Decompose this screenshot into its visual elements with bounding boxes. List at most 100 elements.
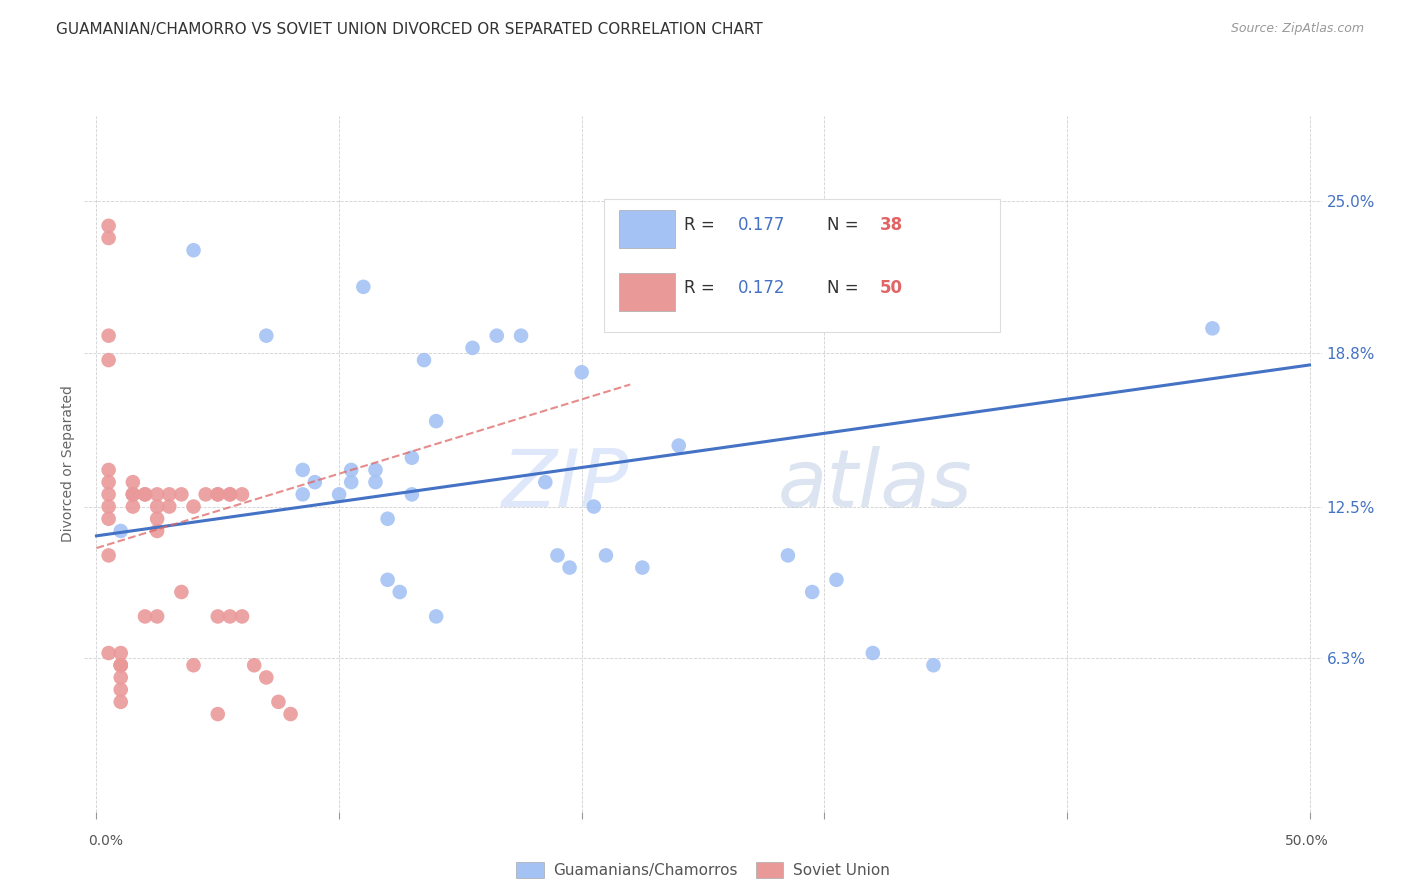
Point bbox=[97, 549, 120, 563]
Point bbox=[291, 463, 314, 477]
Point bbox=[280, 707, 302, 722]
Point bbox=[207, 487, 229, 501]
Point bbox=[219, 609, 242, 624]
Point bbox=[97, 500, 120, 514]
Point bbox=[219, 487, 242, 501]
Bar bbox=[619, 273, 675, 310]
Y-axis label: Divorced or Separated: Divorced or Separated bbox=[62, 385, 76, 542]
Point bbox=[157, 500, 180, 514]
Text: R =: R = bbox=[685, 216, 720, 235]
Point bbox=[510, 328, 533, 343]
Point bbox=[461, 341, 484, 355]
Text: 0.172: 0.172 bbox=[738, 279, 785, 297]
Point bbox=[571, 365, 593, 379]
Point bbox=[425, 609, 447, 624]
Text: 50: 50 bbox=[880, 279, 903, 297]
Point bbox=[862, 646, 884, 660]
Bar bbox=[619, 210, 675, 248]
Point bbox=[146, 487, 169, 501]
Point bbox=[254, 328, 277, 343]
Point bbox=[413, 353, 436, 368]
Point bbox=[97, 328, 120, 343]
Point bbox=[1201, 321, 1223, 335]
Point bbox=[401, 487, 423, 501]
Point bbox=[146, 512, 169, 526]
Point bbox=[231, 487, 253, 501]
Point bbox=[267, 695, 290, 709]
Point bbox=[207, 609, 229, 624]
Point bbox=[340, 463, 363, 477]
Point bbox=[110, 682, 132, 697]
Point bbox=[546, 549, 568, 563]
Point bbox=[595, 549, 617, 563]
Point bbox=[194, 487, 217, 501]
Point bbox=[825, 573, 848, 587]
Point bbox=[170, 585, 193, 599]
Point bbox=[122, 475, 145, 490]
Point bbox=[97, 353, 120, 368]
Point bbox=[97, 487, 120, 501]
Point bbox=[122, 487, 145, 501]
Point bbox=[122, 487, 145, 501]
Point bbox=[146, 609, 169, 624]
Point bbox=[183, 500, 205, 514]
Point bbox=[97, 512, 120, 526]
Point bbox=[110, 646, 132, 660]
Point bbox=[776, 549, 799, 563]
Point bbox=[110, 695, 132, 709]
Point bbox=[922, 658, 945, 673]
Point bbox=[97, 646, 120, 660]
Point bbox=[291, 487, 314, 501]
Text: 38: 38 bbox=[880, 216, 903, 235]
Point bbox=[110, 670, 132, 684]
Point bbox=[97, 231, 120, 245]
Text: 0.177: 0.177 bbox=[738, 216, 785, 235]
Text: ZIP: ZIP bbox=[502, 446, 628, 524]
Point bbox=[97, 463, 120, 477]
Point bbox=[558, 560, 581, 574]
Point bbox=[207, 707, 229, 722]
Text: N =: N = bbox=[827, 216, 863, 235]
Text: 50.0%: 50.0% bbox=[1285, 834, 1329, 848]
Point bbox=[110, 658, 132, 673]
Point bbox=[254, 670, 277, 684]
Legend: Guamanians/Chamorros, Soviet Union: Guamanians/Chamorros, Soviet Union bbox=[510, 856, 896, 884]
Point bbox=[97, 475, 120, 490]
Point bbox=[219, 487, 242, 501]
Point bbox=[388, 585, 411, 599]
FancyBboxPatch shape bbox=[605, 200, 1000, 332]
Point bbox=[631, 560, 654, 574]
Point bbox=[207, 487, 229, 501]
Point bbox=[328, 487, 350, 501]
Point bbox=[340, 475, 363, 490]
Point bbox=[122, 500, 145, 514]
Point bbox=[425, 414, 447, 428]
Point bbox=[134, 487, 156, 501]
Text: Source: ZipAtlas.com: Source: ZipAtlas.com bbox=[1230, 22, 1364, 36]
Point bbox=[183, 244, 205, 258]
Point bbox=[146, 500, 169, 514]
Text: N =: N = bbox=[827, 279, 863, 297]
Point bbox=[364, 475, 387, 490]
Point bbox=[801, 585, 824, 599]
Text: R =: R = bbox=[685, 279, 720, 297]
Point bbox=[110, 658, 132, 673]
Point bbox=[364, 463, 387, 477]
Point bbox=[183, 658, 205, 673]
Text: atlas: atlas bbox=[778, 446, 972, 524]
Point bbox=[534, 475, 557, 490]
Point bbox=[352, 280, 374, 294]
Point bbox=[485, 328, 508, 343]
Point bbox=[122, 487, 145, 501]
Point bbox=[377, 573, 399, 587]
Point bbox=[146, 524, 169, 538]
Point bbox=[231, 609, 253, 624]
Point bbox=[157, 487, 180, 501]
Point bbox=[243, 658, 266, 673]
Point bbox=[110, 658, 132, 673]
Point bbox=[582, 500, 605, 514]
Point bbox=[377, 512, 399, 526]
Point bbox=[97, 219, 120, 233]
Point bbox=[134, 487, 156, 501]
Point bbox=[110, 524, 132, 538]
